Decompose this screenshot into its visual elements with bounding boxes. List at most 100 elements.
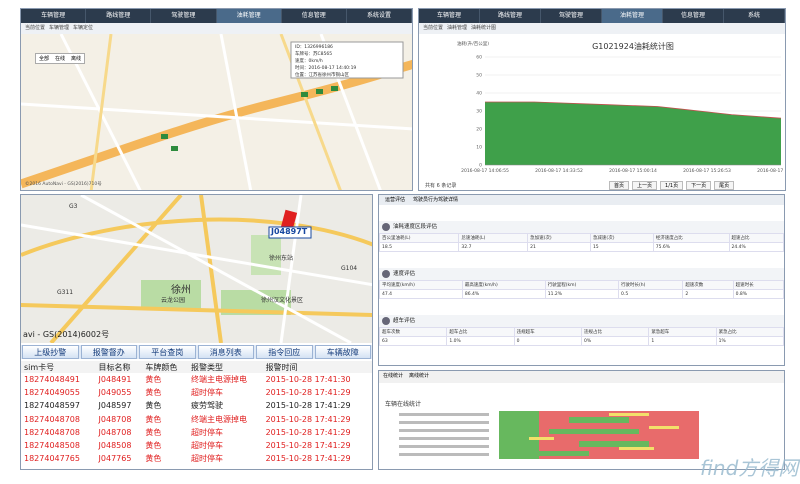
map [21,195,372,343]
table-cell: 超时停车 [191,454,224,464]
pager-button[interactable]: 上一页 [632,181,658,190]
eval-header: 百公里油耗(L) 怠速油耗(L) 急加速(次) 急减速(次) 经济速度占比 超速占比 [379,233,784,243]
nav-tab[interactable]: 车辆管理 [419,9,480,23]
breadcrumb-item: 当前位置 [25,25,46,31]
nav-tab[interactable]: 系统设置 [347,9,412,23]
x-tick-label: 2016-08-17 15:53:40 [757,168,785,174]
tab-bar: 运营评估 驾驶员行为驾驶详情 [379,195,784,205]
eval-header-cell: 急加速(次) [527,233,591,243]
eval-cell: 32.7 [458,242,529,252]
eval-cell: 63 [379,336,448,346]
table-cell: J047765 [98,454,132,464]
table-cell: 黄色 [145,427,162,437]
nav-tab[interactable]: 信息管理 [282,9,347,23]
table-cell: 18274048508 [24,441,80,451]
timeline-title: 车辆在线统计 [385,401,422,408]
table-cell: J049055 [98,388,132,398]
y-axis-label: 油耗(升/百公里) [457,40,489,47]
map-label: 徐州东站 [269,255,294,262]
eval-header-cell: 超车次数 [379,327,448,337]
tab-button[interactable]: 消息列表 [197,345,254,359]
nav-tab[interactable]: 油耗管理 [216,9,282,23]
eval-table: 平均速度(km/h) 最高速度(km/h) 行驶里程(km) 行驶时长(h) 超速次数超… [379,280,784,299]
header-cell: sim卡号 [21,361,96,373]
nav-tab[interactable]: 系统 [724,9,785,23]
pager-button[interactable]: 1/1页 [660,181,684,190]
eval-cell: 2 [682,289,734,299]
breadcrumb-item: 油耗管理 [447,25,468,31]
table-cell: 超时停车 [191,388,224,398]
eval-header-cell: 超速时长 [732,280,784,290]
y-tick-label: 40 [476,91,482,97]
table-row: 18274048708 J048708 黄色 终端主电源掉电 2015-10-28 17… [21,413,372,426]
chart-title: G1021924油耗统计图 [592,41,674,51]
chart-panel: 车辆管理 路线管理 驾驶管理 油耗管理 信息管理 系统 当前位置 油耗管理 油耗统计图 G1021… [418,8,786,191]
pager-button[interactable]: 尾页 [714,181,735,190]
breadcrumb: 当前位置 车辆管理 车辆定位 [21,23,412,34]
table-cell: 2015-10-28 17:41:29 [265,454,351,464]
x-tick-label: 2016-08-17 15:26:53 [683,168,731,174]
tab-button[interactable]: 报警督办 [80,345,137,359]
table-cell: 疲劳驾驶 [191,401,224,411]
nav-tab[interactable]: 油耗管理 [602,9,663,23]
table-row: 18274048508 J048508 黄色 超时停车 2015-10-28 17:41… [21,439,372,452]
vehicle-label: J04897T [271,227,308,236]
table-cell: 终端主电源掉电 [191,414,248,424]
eval-row: 63 1.0% 0 0% 1 1% [379,336,784,346]
nav-tab[interactable]: 车辆管理 [21,9,87,23]
map-label: G311 [57,289,74,296]
nav-tab[interactable]: 路线管理 [480,9,541,23]
filter-option[interactable]: 离线 [71,56,82,62]
table-cell: 18274049055 [24,388,80,398]
nav-tab[interactable]: 路线管理 [86,9,152,23]
table-cell: 黄色 [145,454,162,464]
timeline-chart [379,371,784,459]
tab-button[interactable]: 上级抄警 [22,345,79,359]
y-tick-label: 0 [479,163,482,169]
map-panel: 车辆管理 路线管理 驾驶管理 油耗管理 信息管理 系统设置 当前位置 车辆管理 车辆定位全部 在线… [20,8,413,191]
pager-button[interactable]: 下一页 [686,181,712,190]
eval-cell: 86.4% [461,289,546,299]
breadcrumb-item: 车辆定位 [73,25,94,31]
table-cell: 2015-10-28 17:41:29 [265,414,351,424]
filter-option[interactable]: 全部 [39,56,50,62]
tab[interactable]: 在线统计 [383,373,404,379]
header-cell: 目标名称 [95,361,143,373]
eval-header-cell: 紧急超车 [648,327,717,337]
header-cell: 报警时间 [262,361,372,373]
filter-option[interactable]: 在线 [55,56,66,62]
tab-button[interactable]: 平台查岗 [139,345,196,359]
breadcrumb-item: 油耗统计图 [471,25,497,31]
table-cell: 2015-10-28 17:41:30 [265,375,351,385]
popup-line: 车牌号：苏C8565 [295,52,333,57]
alarm-table: sim卡号 目标名称 车牌颜色 报警类型 报警时间 18274048491 J048491 黄… [21,361,372,465]
x-tick-label: 2016-08-17 15:00:14 [609,168,657,174]
table-cell: 黄色 [145,375,162,385]
table-cell: 终端主电源掉电 [191,375,248,385]
breadcrumb-item: 当前位置 [423,25,444,31]
tab[interactable]: 离线统计 [409,373,430,379]
nav-tab[interactable]: 驾驶管理 [151,9,217,23]
pager-button[interactable]: 首页 [609,181,630,190]
table-row: 18274048597 J048597 黄色 疲劳驾驶 2015-10-28 17:41… [21,399,372,412]
table-cell: 黄色 [145,414,162,424]
tab[interactable]: 运营评估 [385,197,406,203]
eval-cell: 18.5 [379,242,460,252]
area [485,102,781,165]
eval-table: 百公里油耗(L) 怠速油耗(L) 急加速(次) 急减速(次) 经济速度占比 超速占比 18.… [379,233,784,252]
table-cell: 2015-10-28 17:41:29 [265,388,351,398]
section-title: 速度评估 [379,268,784,280]
nav-bar: 车辆管理 路线管理 驾驶管理 油耗管理 信息管理 系统 [419,9,785,23]
tab-button[interactable]: 车辆故障 [314,345,371,359]
x-tick-label: 2016-08-17 14:06:55 [461,168,509,174]
eval-header-cell: 超速次数 [682,280,734,290]
eval-header-cell: 超速占比 [728,233,784,243]
popup-line: 时间：2016-08-17 14:40:19 [295,66,357,71]
eval-cell: 47.4 [379,289,463,299]
nav-tab[interactable]: 驾驶管理 [541,9,602,23]
tab-button[interactable]: 指令回应 [256,345,313,359]
tab-bar: 在线统计 离线统计 [383,372,429,379]
nav-tab[interactable]: 信息管理 [663,9,724,23]
tab[interactable]: 驾驶员行为驾驶详情 [413,197,459,203]
map [21,34,412,190]
